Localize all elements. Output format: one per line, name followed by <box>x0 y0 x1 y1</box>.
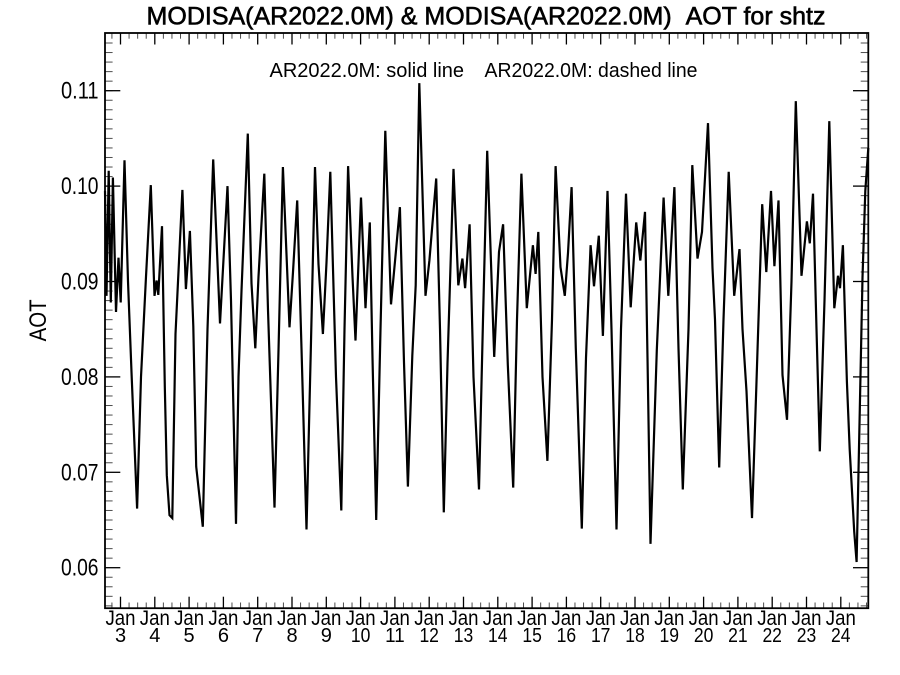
svg-text:10: 10 <box>351 625 371 647</box>
svg-text:Jan: Jan <box>620 607 650 630</box>
svg-text:13: 13 <box>454 625 474 647</box>
svg-text:8: 8 <box>286 625 297 647</box>
svg-text:AR2022.0M: solid line: AR2022.0M: solid line <box>270 60 465 82</box>
svg-text:AR2022.0M: dashed line: AR2022.0M: dashed line <box>485 60 698 82</box>
svg-text:0.10: 0.10 <box>61 173 99 200</box>
svg-text:11: 11 <box>385 625 405 647</box>
svg-text:Jan: Jan <box>414 607 444 630</box>
svg-text:Jan: Jan <box>174 607 204 630</box>
svg-text:Jan: Jan <box>483 607 513 630</box>
svg-text:3: 3 <box>115 625 126 647</box>
svg-text:Jan: Jan <box>792 607 822 630</box>
svg-text:19: 19 <box>660 625 680 647</box>
svg-text:12: 12 <box>419 625 439 647</box>
svg-text:AOT: AOT <box>25 299 52 341</box>
svg-text:18: 18 <box>625 625 645 647</box>
svg-text:Jan: Jan <box>551 607 581 630</box>
svg-text:Jan: Jan <box>311 607 341 630</box>
svg-text:Jan: Jan <box>106 607 136 630</box>
svg-text:23: 23 <box>797 625 817 647</box>
svg-text:Jan: Jan <box>243 607 273 630</box>
svg-text:Jan: Jan <box>380 607 410 630</box>
svg-text:Jan: Jan <box>723 607 753 630</box>
svg-text:Jan: Jan <box>826 607 856 630</box>
svg-text:Jan: Jan <box>586 607 616 630</box>
svg-text:0.08: 0.08 <box>61 364 99 391</box>
svg-text:6: 6 <box>218 625 229 647</box>
svg-text:21: 21 <box>728 625 748 647</box>
svg-text:22: 22 <box>762 625 782 647</box>
svg-text:16: 16 <box>557 625 577 647</box>
svg-text:20: 20 <box>694 625 714 647</box>
svg-text:0.06: 0.06 <box>61 555 99 582</box>
svg-text:MODISA(AR2022.0M) & MODISA(AR2: MODISA(AR2022.0M) & MODISA(AR2022.0M) AO… <box>147 3 826 31</box>
svg-text:0.07: 0.07 <box>61 459 99 486</box>
svg-text:0.09: 0.09 <box>61 269 99 296</box>
svg-text:0.11: 0.11 <box>61 78 99 105</box>
svg-text:4: 4 <box>149 625 160 647</box>
svg-text:Jan: Jan <box>757 607 787 630</box>
svg-text:Jan: Jan <box>208 607 238 630</box>
svg-text:14: 14 <box>488 625 508 647</box>
svg-text:Jan: Jan <box>654 607 684 630</box>
svg-text:Jan: Jan <box>277 607 307 630</box>
svg-text:Jan: Jan <box>346 607 376 630</box>
svg-text:17: 17 <box>591 625 611 647</box>
svg-text:Jan: Jan <box>140 607 170 630</box>
svg-text:Jan: Jan <box>517 607 547 630</box>
svg-text:24: 24 <box>831 625 851 647</box>
svg-text:9: 9 <box>321 625 332 647</box>
svg-text:15: 15 <box>522 625 542 647</box>
svg-text:Jan: Jan <box>449 607 479 630</box>
svg-text:7: 7 <box>252 625 263 647</box>
svg-text:Jan: Jan <box>689 607 719 630</box>
svg-text:5: 5 <box>184 625 195 647</box>
